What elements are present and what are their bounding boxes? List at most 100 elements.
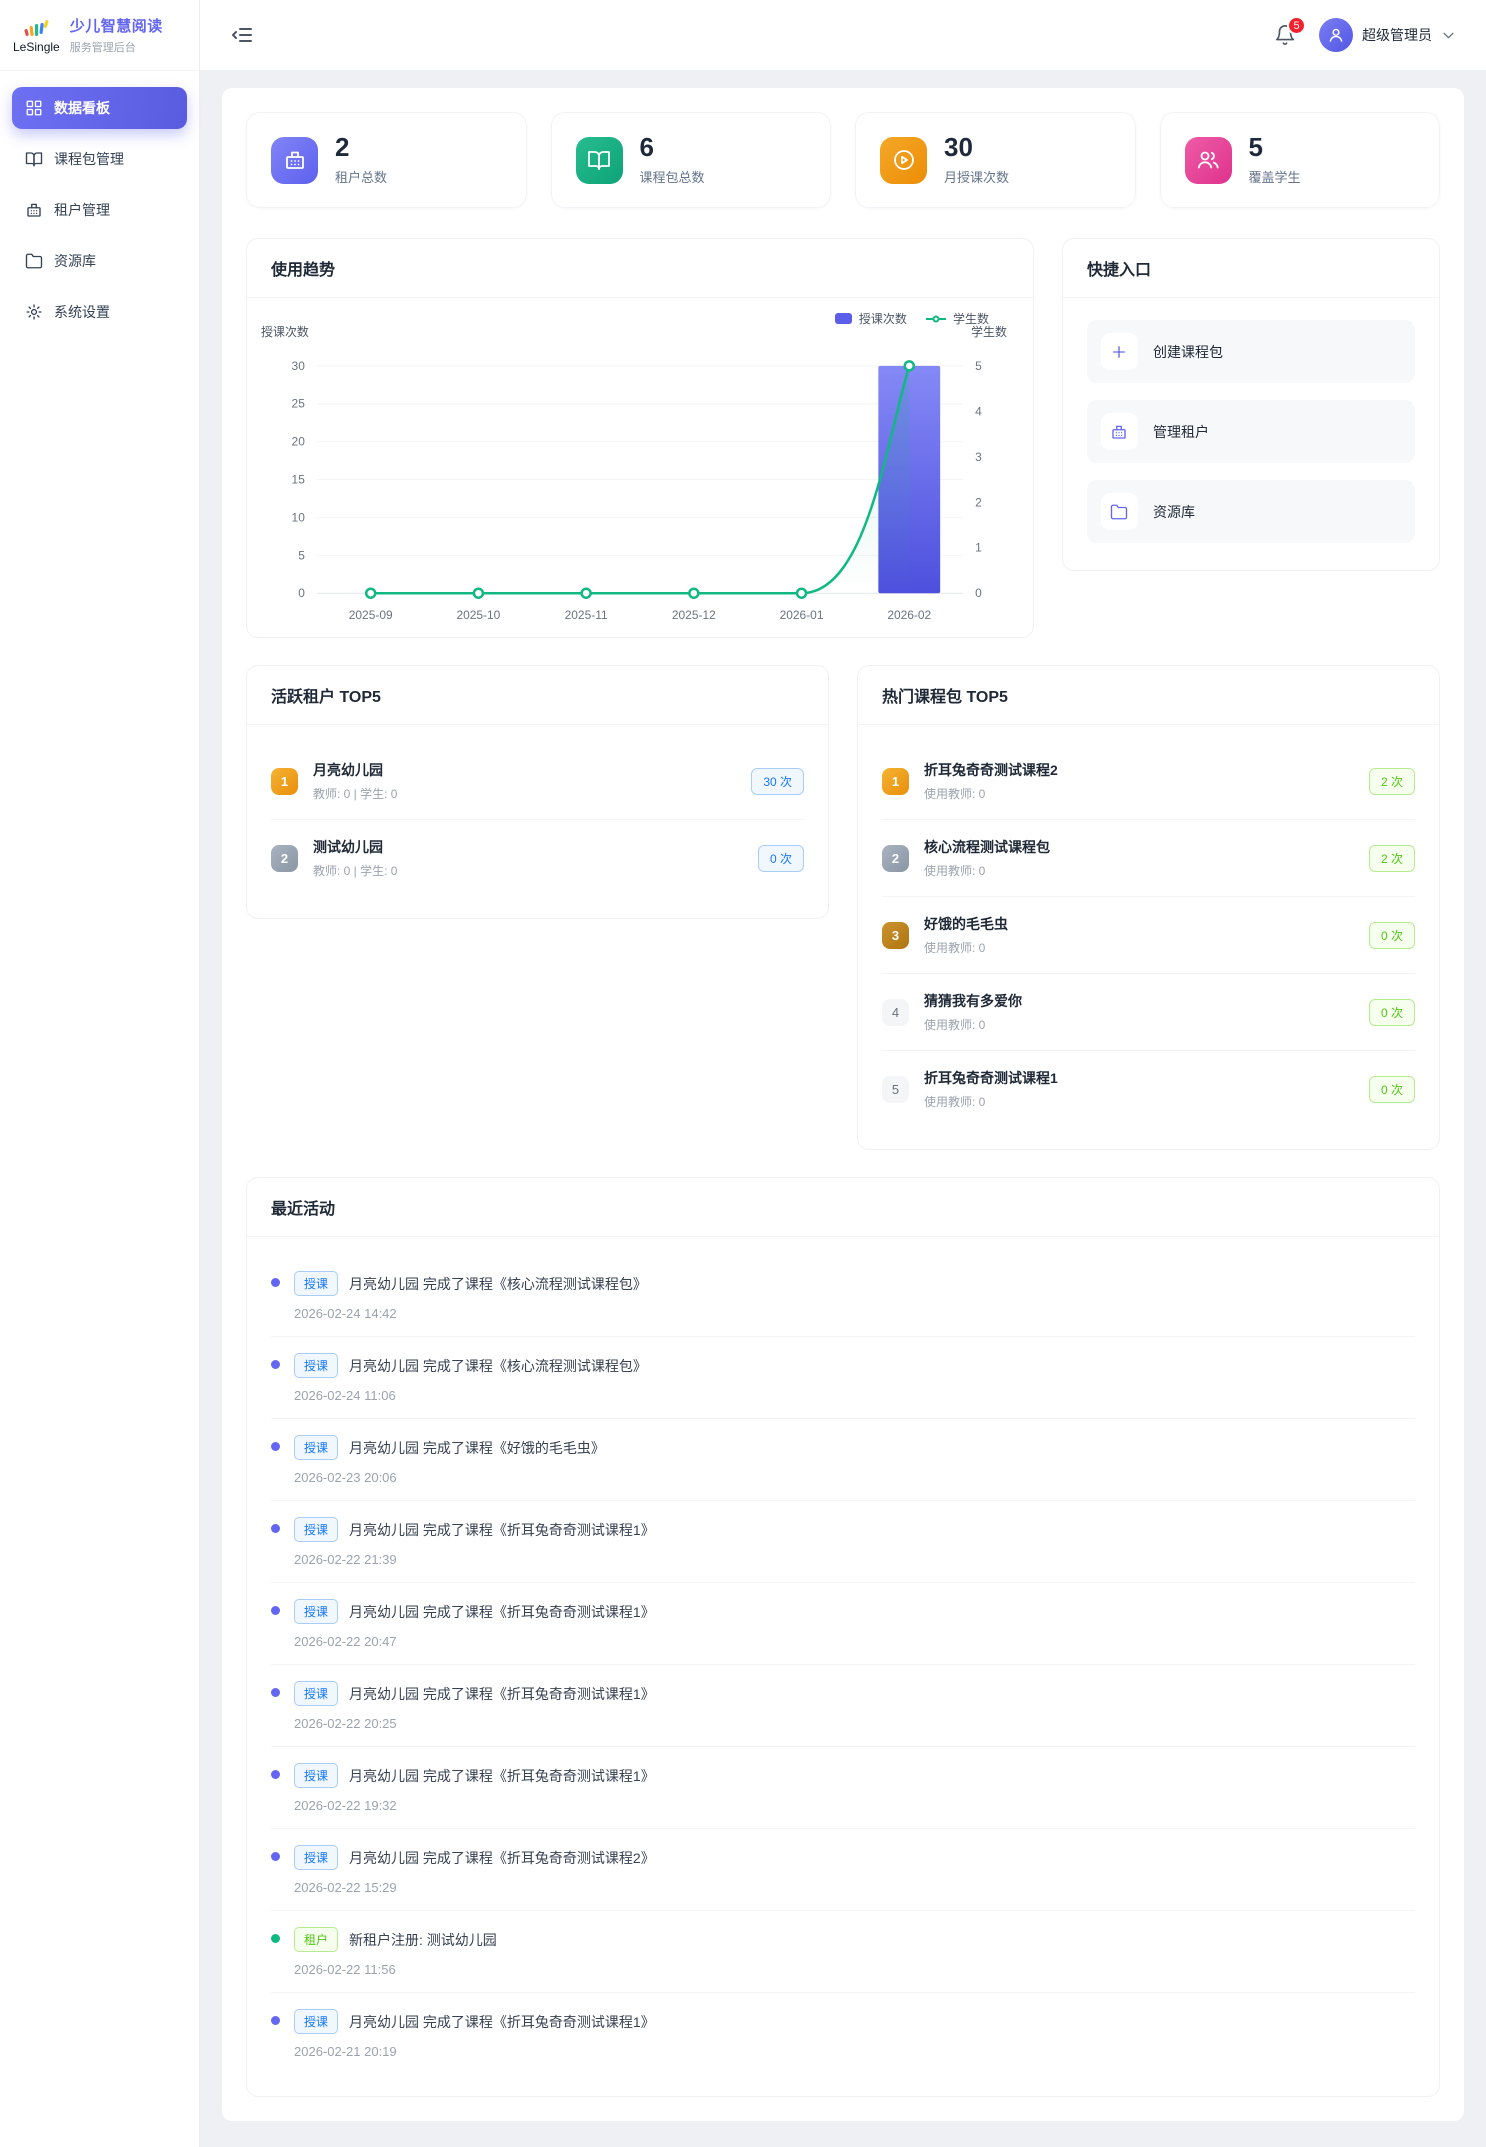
activity-time: 2026-02-22 15:29 — [294, 1880, 397, 1896]
svg-text:4: 4 — [975, 405, 982, 419]
sidebar-menu: 数据看板 课程包管理 租户管理 资源库 系统设置 — [0, 71, 199, 358]
usage-count-badge: 0 次 — [1368, 998, 1415, 1026]
quick-entry-card: 快捷入口 创建课程包 管理租户 — [1061, 238, 1440, 572]
stat-cards-row: 2 租户总数 6 课程包总数 — [246, 112, 1440, 209]
stat-value: 6 — [639, 132, 654, 162]
activity-row: 授课 月亮幼儿园 完成了课程《折耳兔奇奇测试课程1》 2026-02-22 19… — [271, 1747, 1415, 1830]
usage-count-badge: 0 次 — [1368, 921, 1415, 949]
brand-title: 少儿智慧阅读 — [69, 18, 163, 35]
stat-card: 5 覆盖学生 — [1159, 112, 1440, 209]
activity-row: 授课 月亮幼儿园 完成了课程《折耳兔奇奇测试课程1》 2026-02-21 20… — [271, 1993, 1415, 2074]
hot-packages-list: 1 折耳兔奇奇测试课程2 使用教师: 0 2 次 2 — [858, 725, 1439, 1149]
package-row: 1 折耳兔奇奇测试课程2 使用教师: 0 2 次 — [882, 743, 1415, 821]
brand-logo-text: LeSingle — [13, 39, 60, 54]
activity-text: 月亮幼儿园 完成了课程《核心流程测试课程包》 — [349, 1357, 647, 1374]
activity-time: 2026-02-22 20:47 — [294, 1634, 397, 1650]
activity-row: 授课 月亮幼儿园 完成了课程《核心流程测试课程包》 2026-02-24 14:… — [271, 1255, 1415, 1338]
legend-item-line[interactable]: 学生数 — [925, 310, 989, 327]
legend-item-bar[interactable]: 授课次数 — [834, 310, 907, 327]
activity-row: 授课 月亮幼儿园 完成了课程《折耳兔奇奇测试课程1》 2026-02-22 21… — [271, 1501, 1415, 1584]
package-row: 4 猜猜我有多爱你 使用教师: 0 0 次 — [882, 974, 1415, 1052]
stat-value: 30 — [944, 132, 973, 162]
menu-icon — [25, 99, 43, 117]
active-tenants-list: 1 月亮幼儿园 教师: 0 | 学生: 0 30 次 2 — [247, 725, 828, 918]
hot-packages-card: 热门课程包 TOP5 1 折耳兔奇奇测试课程2 使用教师: 0 2 次 — [857, 665, 1440, 1151]
sidebar: LeSingle 少儿智慧阅读 服务管理后台 数据看板 课程包管理 租户管理 — [0, 0, 200, 2147]
activity-time: 2026-02-22 21:39 — [294, 1552, 397, 1568]
activity-dot — [271, 1524, 280, 1534]
user-name: 超级管理员 — [1362, 27, 1432, 43]
quick-entry-manage-tenants[interactable]: 管理租户 — [1086, 400, 1415, 464]
rank-badge: 1 — [882, 767, 909, 795]
sidebar-item-label: 租户管理 — [54, 202, 110, 218]
quick-entry-list: 创建课程包 管理租户 资源库 — [1063, 298, 1439, 570]
quick-entry-label: 管理租户 — [1152, 423, 1209, 440]
svg-text:2: 2 — [975, 496, 982, 510]
chart-legend: 授课次数 学生数 — [834, 310, 989, 327]
usage-trend-title: 使用趋势 — [247, 239, 1033, 299]
activity-dot — [271, 1606, 280, 1616]
usage-count-badge: 0 次 — [1368, 1075, 1415, 1103]
activity-dot — [271, 1852, 280, 1862]
activity-time: 2026-02-23 20:06 — [294, 1470, 397, 1486]
brand-logo: LeSingle — [13, 17, 60, 54]
hot-packages-title: 热门课程包 TOP5 — [858, 666, 1439, 726]
quick-entry-resources[interactable]: 资源库 — [1086, 480, 1415, 544]
activity-time: 2026-02-24 14:42 — [294, 1306, 397, 1322]
tenant-row: 2 测试幼儿园 教师: 0 | 学生: 0 0 次 — [271, 820, 804, 896]
sidebar-item-settings[interactable]: 系统设置 — [12, 291, 187, 333]
avatar — [1319, 18, 1353, 52]
stat-label: 课程包总数 — [639, 170, 705, 186]
usage-count-badge: 2 次 — [1368, 844, 1415, 872]
rank-badge: 5 — [882, 1075, 909, 1103]
usage-trend-chart: 授课次数 学生数 0 5 10 15 20 25 30 0 1 2 3 4 5 授课次数 学生数 2025-0… — [247, 298, 1033, 637]
package-row: 2 核心流程测试课程包 使用教师: 0 2 次 — [882, 820, 1415, 898]
sidebar-item-packages[interactable]: 课程包管理 — [12, 138, 187, 180]
stat-card: 6 课程包总数 — [550, 112, 831, 209]
svg-text:10: 10 — [292, 511, 306, 525]
stat-icon — [1184, 136, 1232, 184]
package-name: 好饿的毛毛虫 — [924, 916, 1008, 933]
activity-time: 2026-02-22 20:25 — [294, 1716, 397, 1732]
package-meta: 使用教师: 0 — [924, 1095, 986, 1110]
recent-activity-title: 最近活动 — [247, 1178, 1439, 1238]
svg-text:2026-01: 2026-01 — [780, 608, 824, 622]
menu-icon — [25, 201, 43, 219]
activity-text: 月亮幼儿园 完成了课程《好饿的毛毛虫》 — [349, 1439, 605, 1456]
activity-dot — [271, 2016, 280, 2026]
chevron-down-icon — [1441, 28, 1456, 43]
sidebar-item-tenants[interactable]: 租户管理 — [12, 189, 187, 231]
user-menu[interactable]: 超级管理员 — [1319, 18, 1456, 52]
brand-area: LeSingle 少儿智慧阅读 服务管理后台 — [0, 0, 199, 71]
package-name: 核心流程测试课程包 — [924, 839, 1050, 856]
sidebar-item-label: 课程包管理 — [54, 151, 124, 167]
svg-text:2025-10: 2025-10 — [456, 608, 500, 622]
activity-text: 月亮幼儿园 完成了课程《折耳兔奇奇测试课程1》 — [349, 1767, 655, 1784]
svg-text:5: 5 — [298, 549, 305, 563]
tenant-meta: 教师: 0 | 学生: 0 — [313, 787, 398, 802]
activity-type-badge: 授课 — [294, 1845, 339, 1871]
sidebar-item-dashboard[interactable]: 数据看板 — [12, 87, 187, 129]
quick-entry-icon — [1100, 333, 1138, 371]
svg-text:3: 3 — [975, 450, 982, 464]
activity-row: 授课 月亮幼儿园 完成了课程《折耳兔奇奇测试课程1》 2026-02-22 20… — [271, 1583, 1415, 1666]
activity-dot — [271, 1934, 280, 1944]
sidebar-item-resources[interactable]: 资源库 — [12, 240, 187, 282]
active-tenants-title: 活跃租户 TOP5 — [247, 666, 828, 726]
sidebar-item-label: 资源库 — [54, 253, 96, 269]
sidebar-collapse-icon[interactable] — [230, 23, 254, 47]
stat-label: 月授课次数 — [944, 170, 1010, 186]
rank-badge: 1 — [271, 767, 298, 795]
activity-dot — [271, 1688, 280, 1698]
svg-text:20: 20 — [292, 435, 306, 449]
quick-entry-label: 资源库 — [1152, 503, 1195, 520]
notification-bell-icon[interactable]: 5 — [1274, 16, 1306, 46]
activity-row: 租户 新租户注册: 测试幼儿园 2026-02-22 11:56 — [271, 1911, 1415, 1994]
menu-icon — [25, 252, 43, 270]
svg-text:15: 15 — [292, 473, 306, 487]
activity-type-badge: 授课 — [294, 1599, 339, 1625]
quick-entry-create-package[interactable]: 创建课程包 — [1086, 320, 1415, 384]
stat-icon — [575, 136, 623, 184]
quick-entry-label: 创建课程包 — [1152, 343, 1223, 360]
activity-text: 月亮幼儿园 完成了课程《折耳兔奇奇测试课程1》 — [349, 1685, 655, 1702]
